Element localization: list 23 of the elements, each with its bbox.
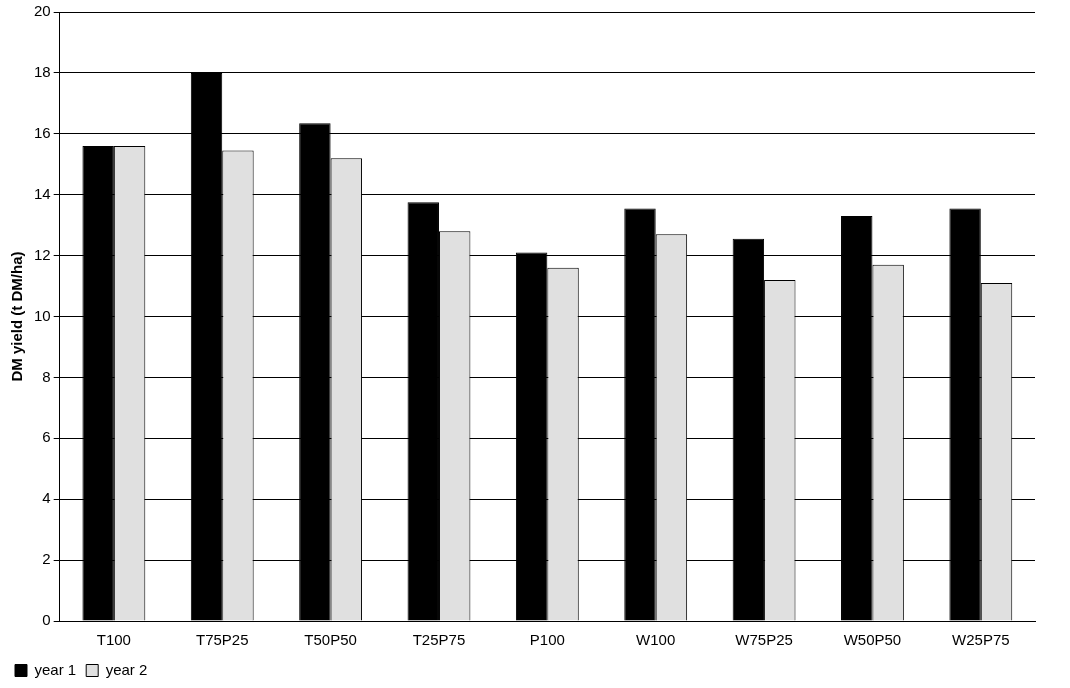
legend-label: year 1 (34, 660, 77, 678)
y-tick-label: 6 (42, 428, 51, 446)
y-tick-label: 2 (42, 550, 51, 568)
y-tick-label: 20 (34, 2, 51, 20)
x-tick-label: T100 (96, 631, 131, 649)
y-tick-label: 10 (34, 306, 51, 324)
y-tick-label: 8 (42, 367, 51, 385)
x-tick-label: W100 (636, 631, 676, 649)
x-tick-label: T75P25 (195, 631, 249, 649)
x-tick-label: W50P50 (843, 631, 902, 649)
x-tick-label: T25P75 (412, 631, 466, 649)
y-tick-label: 12 (34, 245, 51, 263)
y-axis-title: DM yield (t DM/ha) (8, 251, 26, 382)
y-tick-label: 18 (34, 63, 51, 81)
y-tick-label: 16 (34, 123, 51, 141)
legend-label: year 2 (105, 660, 148, 678)
y-tick-label: 0 (42, 611, 51, 629)
x-tick-label: T50P50 (304, 631, 357, 649)
y-tick-label: 14 (34, 184, 51, 202)
x-tick-label: W25P75 (952, 631, 1010, 649)
y-tick-label: 4 (42, 489, 51, 507)
x-tick-label: P100 (529, 631, 565, 649)
x-tick-label: W75P25 (735, 631, 793, 649)
